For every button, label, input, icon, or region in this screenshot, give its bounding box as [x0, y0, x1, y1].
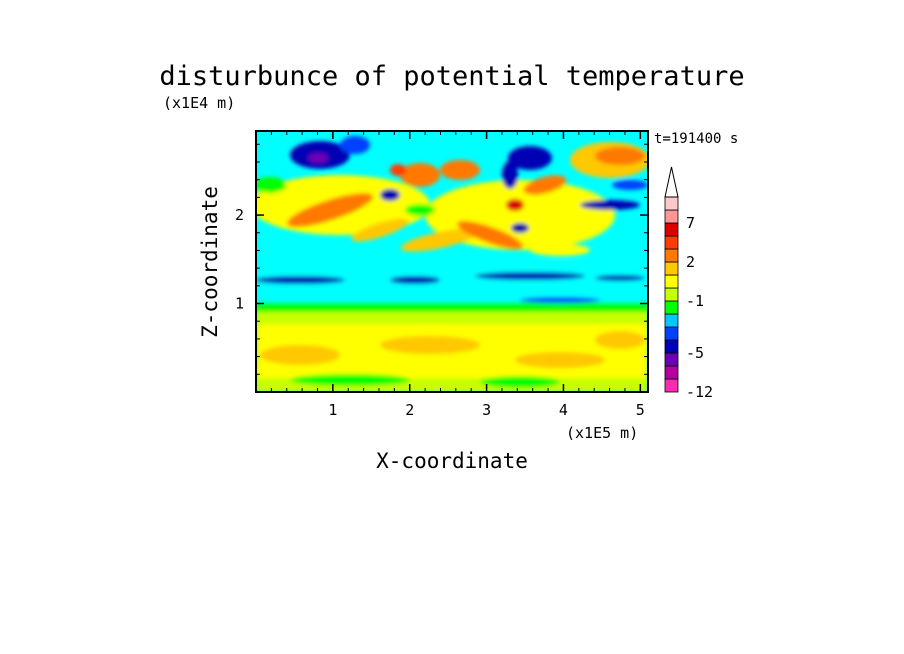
colorbar-segment — [664, 287, 679, 302]
colorbar-segment — [664, 274, 679, 289]
colorbar-tick-label: 7 — [686, 214, 695, 232]
chart-title: disturbunce of potential temperature — [159, 61, 744, 92]
contour-field — [256, 131, 648, 392]
axes: 1 2 3 4 5 1 2 — [235, 131, 648, 419]
x-tick-label: 1 — [328, 401, 337, 419]
colorbar-segment — [664, 326, 679, 341]
plot-frame — [255, 130, 649, 393]
colorbar-segment — [664, 378, 679, 393]
colorbar-segment — [664, 222, 679, 237]
colorbar-segment — [664, 339, 679, 354]
x-tick-label: 4 — [559, 401, 568, 419]
colorbar-segment — [664, 209, 679, 224]
colorbar: 7 2 -1 -5 -12 — [664, 166, 713, 401]
colorbar-segment — [664, 313, 679, 328]
colorbar-extend-arrow — [664, 166, 679, 198]
colorbar-segment — [664, 196, 679, 211]
x-tick-label: 3 — [482, 401, 491, 419]
y-tick-label: 1 — [235, 295, 244, 313]
x-tick-label: 5 — [636, 401, 645, 419]
colorbar-segment — [664, 248, 679, 263]
colorbar-segment — [664, 352, 679, 367]
x-unit-label: (x1E5 m) — [566, 424, 638, 442]
colorbar-segment — [664, 300, 679, 315]
x-axis-label: X-coordinate — [376, 449, 528, 473]
x-tick-label: 2 — [405, 401, 414, 419]
y-tick-label: 2 — [235, 206, 244, 224]
y-unit-label: (x1E4 m) — [163, 94, 235, 112]
colorbar-segment — [664, 261, 679, 276]
colorbar-tick-label: -1 — [686, 292, 704, 310]
colorbar-segment — [664, 235, 679, 250]
y-axis-label: Z-coordinate — [198, 186, 222, 338]
colorbar-tick-label: -5 — [686, 344, 704, 362]
time-label: t=191400 s — [654, 131, 738, 147]
colorbar-tick-label: -12 — [686, 383, 713, 401]
colorbar-tick-label: 2 — [686, 253, 695, 271]
colorbar-segment — [664, 365, 679, 380]
